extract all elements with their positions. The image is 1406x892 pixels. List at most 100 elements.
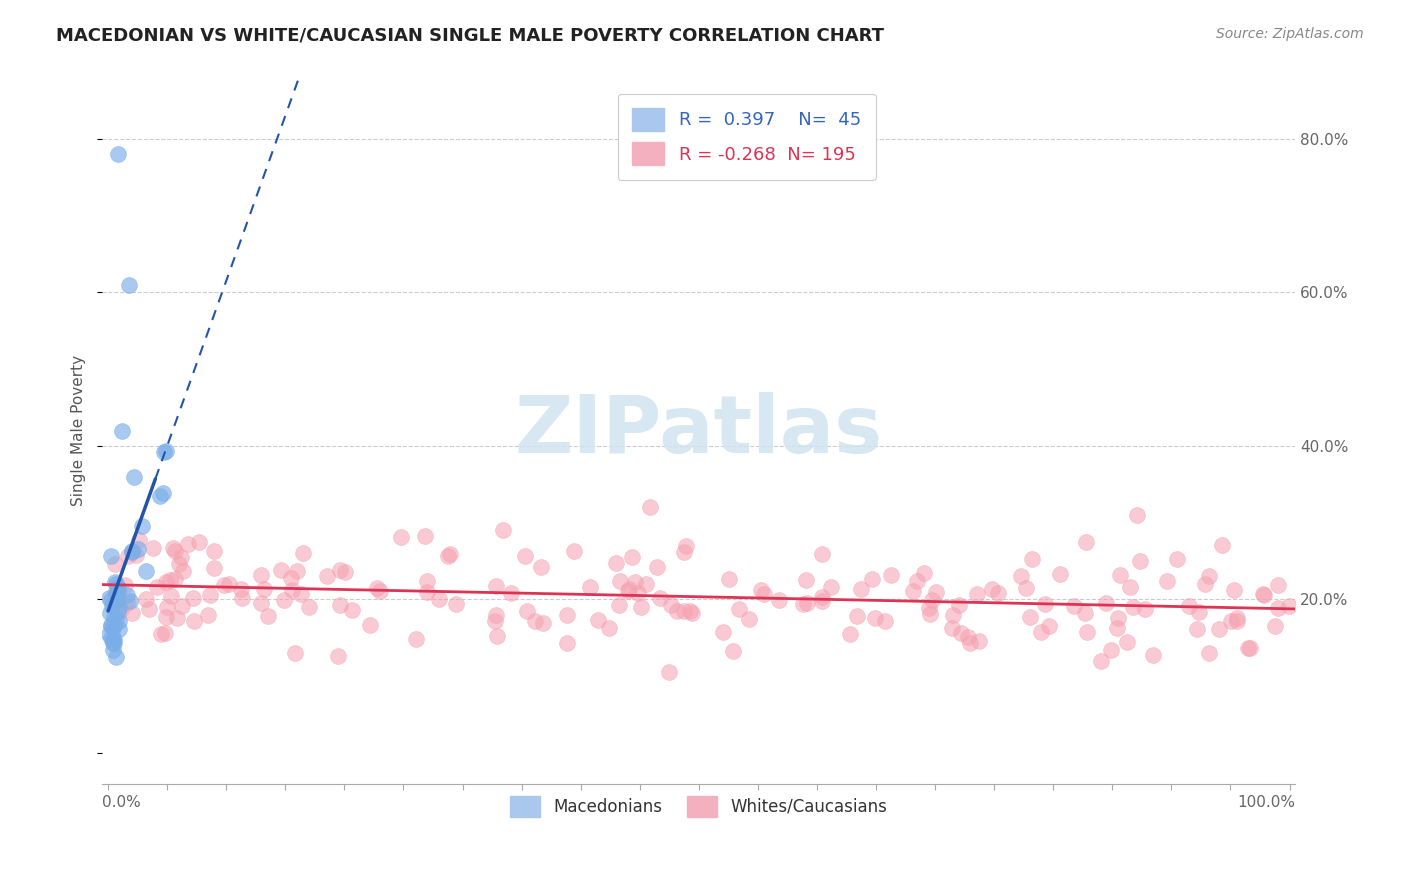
Point — [1267, 601, 1289, 615]
Point — [163, 543, 186, 558]
Point — [1129, 553, 1152, 567]
Point — [98, 591, 121, 605]
Point — [485, 629, 508, 643]
Point — [711, 625, 734, 640]
Point — [416, 574, 439, 588]
Point — [1099, 643, 1122, 657]
Point — [142, 541, 165, 556]
Point — [666, 604, 689, 618]
Point — [110, 603, 132, 617]
Point — [607, 598, 630, 612]
Point — [125, 548, 148, 562]
Point — [1223, 582, 1246, 597]
Point — [588, 614, 610, 628]
Point — [284, 646, 307, 660]
Point — [280, 571, 302, 585]
Point — [183, 591, 205, 605]
Point — [845, 609, 868, 624]
Point — [1038, 618, 1060, 632]
Point — [956, 630, 979, 644]
Point — [524, 614, 547, 628]
Point — [366, 581, 388, 595]
Point — [159, 573, 181, 587]
Point — [135, 591, 157, 606]
Point — [1156, 574, 1178, 589]
Point — [121, 606, 143, 620]
Point — [202, 560, 225, 574]
Point — [1251, 586, 1274, 600]
Point — [118, 277, 141, 292]
Point — [101, 636, 124, 650]
Point — [105, 585, 128, 599]
Point — [138, 602, 160, 616]
Point — [111, 424, 134, 438]
Point — [270, 563, 292, 577]
Point — [796, 596, 818, 610]
Point — [1185, 622, 1208, 636]
Text: 100.0%: 100.0% — [1237, 796, 1295, 810]
Point — [1119, 580, 1142, 594]
Point — [959, 635, 981, 649]
Point — [672, 545, 695, 559]
Point — [131, 519, 153, 533]
Point — [484, 614, 506, 628]
Point — [149, 627, 172, 641]
Point — [103, 636, 125, 650]
Point — [405, 632, 427, 647]
Point — [1076, 534, 1098, 549]
Point — [485, 579, 508, 593]
Point — [249, 568, 271, 582]
Point — [218, 577, 240, 591]
Point — [298, 600, 321, 615]
Point — [905, 574, 928, 588]
Point — [250, 596, 273, 610]
Point — [328, 563, 350, 577]
Point — [1049, 566, 1071, 581]
Point — [749, 582, 772, 597]
Point — [115, 588, 138, 602]
Legend: Macedonians, Whites/Caucasians: Macedonians, Whites/Caucasians — [502, 788, 896, 825]
Point — [427, 592, 450, 607]
Point — [155, 575, 177, 590]
Point — [170, 599, 193, 613]
Point — [1122, 599, 1144, 614]
Point — [491, 524, 513, 538]
Point — [439, 548, 461, 562]
Point — [624, 574, 647, 589]
Point — [1109, 568, 1132, 582]
Point — [104, 574, 127, 589]
Point — [105, 649, 128, 664]
Point — [1142, 648, 1164, 662]
Text: 0.0%: 0.0% — [103, 796, 141, 810]
Point — [103, 610, 125, 624]
Point — [103, 621, 125, 635]
Point — [253, 582, 276, 596]
Point — [499, 585, 522, 599]
Point — [153, 626, 176, 640]
Point — [967, 633, 990, 648]
Point — [107, 147, 129, 161]
Point — [1198, 568, 1220, 582]
Point — [1063, 599, 1085, 613]
Point — [101, 599, 124, 614]
Point — [820, 581, 842, 595]
Point — [921, 593, 943, 607]
Point — [768, 593, 790, 607]
Point — [159, 589, 181, 603]
Point — [966, 587, 988, 601]
Point — [1073, 606, 1095, 620]
Point — [121, 545, 143, 559]
Point — [879, 567, 901, 582]
Point — [903, 584, 925, 599]
Point — [229, 582, 252, 597]
Point — [1166, 552, 1188, 566]
Point — [104, 586, 127, 600]
Text: ZIPatlas: ZIPatlas — [515, 392, 883, 469]
Point — [1188, 605, 1211, 619]
Point — [925, 585, 948, 599]
Point — [340, 603, 363, 617]
Point — [101, 642, 124, 657]
Point — [516, 604, 538, 618]
Point — [839, 626, 862, 640]
Point — [214, 578, 236, 592]
